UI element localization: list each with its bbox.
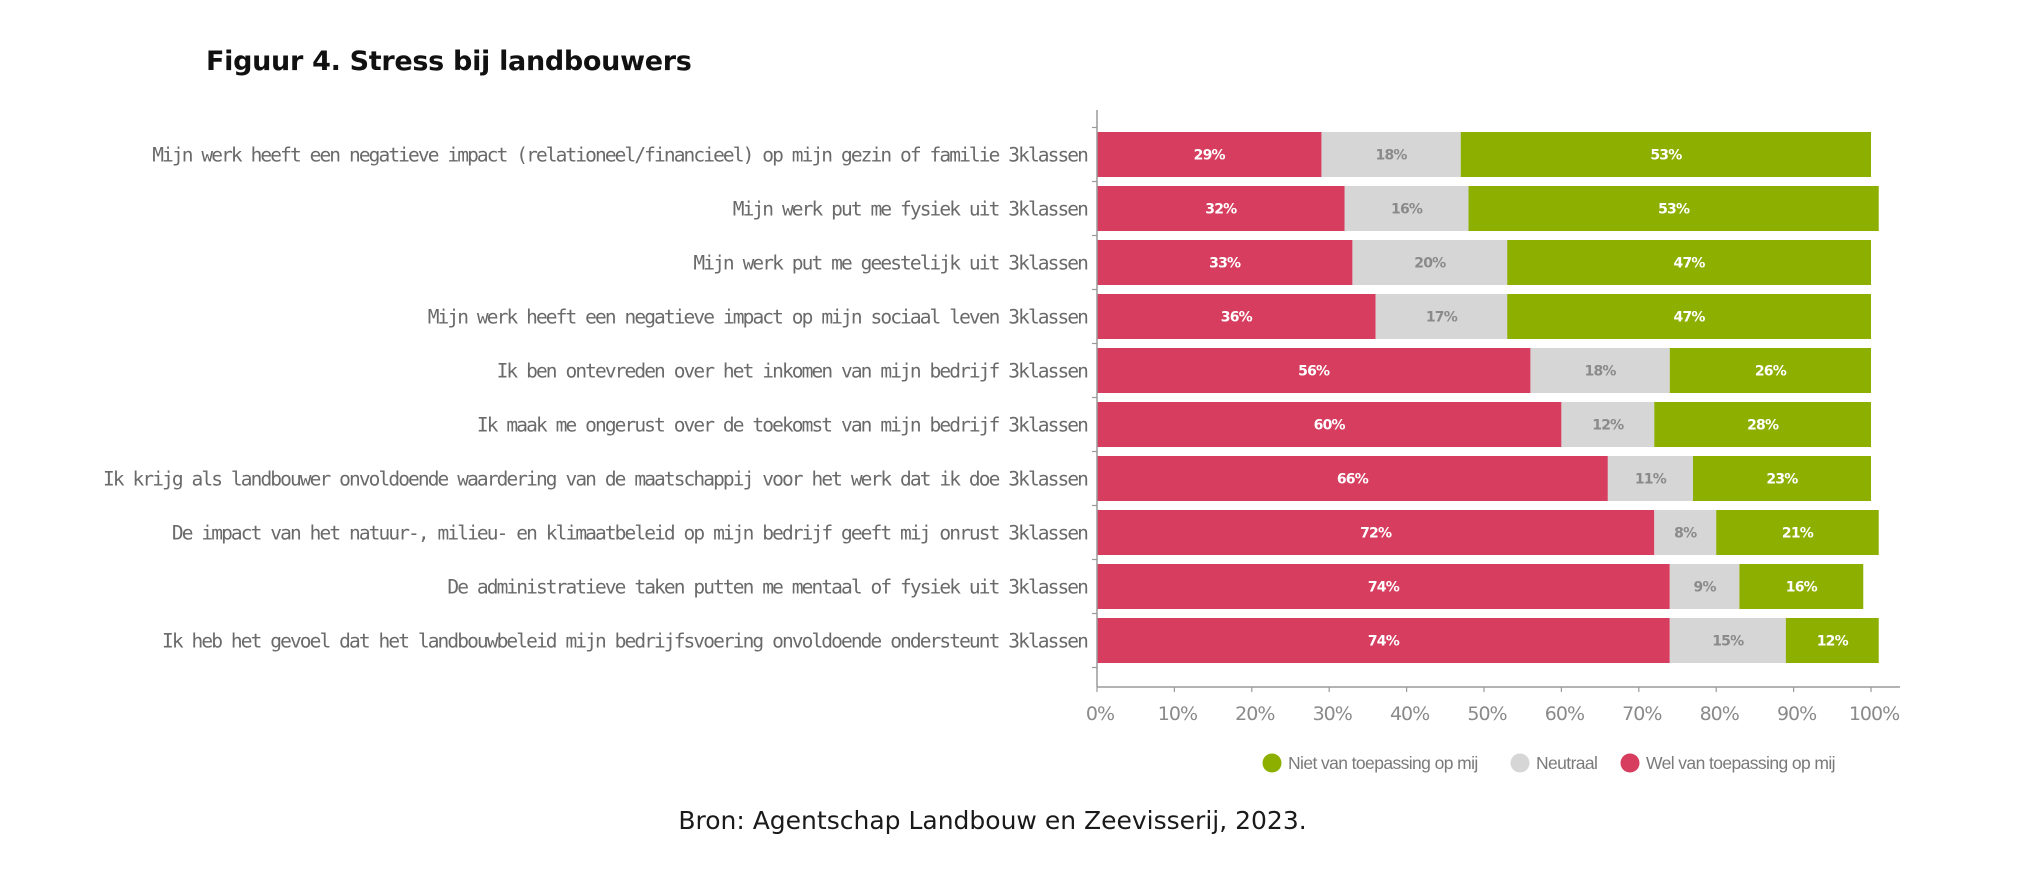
bar-segment-niet-van-toepassing-op-mij [1460, 132, 1871, 177]
category-label: Mijn werk put me fysiek uit 3klassen [733, 198, 1087, 221]
data-label: 56% [1298, 364, 1330, 380]
axes-layer: 0% 10% 20% 30% 40% 50% 60% 70% 80% 90% 100% [1086, 110, 1900, 725]
legend: Niet van toepassing op mij Neutraal Wel va… [1262, 753, 1836, 773]
data-label: 20% [1414, 256, 1446, 272]
bar-segment-niet-van-toepassing-op-mij [1739, 564, 1864, 609]
legend-swatch-icon [1262, 753, 1282, 773]
data-label: 16% [1391, 202, 1423, 218]
bars-layer: Mijn werk heeft een negatieve impact (re… [103, 132, 1879, 663]
bar-segment-neutraal [1607, 456, 1693, 501]
data-label: 53% [1658, 202, 1690, 218]
x-tick-label: 30% [1313, 703, 1352, 725]
data-label: 53% [1650, 148, 1682, 164]
bar-segment-niet-van-toepassing-op-mij [1785, 618, 1879, 663]
data-label: 29% [1194, 148, 1226, 164]
x-tick-label: 100% [1849, 703, 1899, 725]
legend-item: Wel van toepassing op mij [1620, 753, 1836, 773]
data-label: 47% [1674, 256, 1706, 272]
bar-segment-wel-van-toepassing-op-mij [1097, 510, 1655, 555]
bar-segment-wel-van-toepassing-op-mij [1097, 348, 1531, 393]
data-label: 16% [1786, 580, 1818, 596]
bar-segment-neutraal [1669, 618, 1786, 663]
data-label: 33% [1209, 256, 1241, 272]
data-label: 18% [1585, 364, 1617, 380]
bar-segment-neutraal [1530, 348, 1670, 393]
category-label: Ik heb het gevoel dat het landbouwbeleid… [162, 630, 1087, 653]
category-label: Ik ben ontevreden over het inkomen van m… [497, 360, 1088, 383]
bar-segment-wel-van-toepassing-op-mij [1097, 564, 1670, 609]
bar-segment-niet-van-toepassing-op-mij [1716, 510, 1879, 555]
bar-segment-neutraal [1561, 402, 1655, 447]
legend-label: Niet van toepassing op mij [1288, 753, 1478, 773]
data-label: 36% [1221, 310, 1253, 326]
bar-segment-neutraal [1654, 510, 1717, 555]
data-label: 28% [1747, 418, 1779, 434]
data-label: 74% [1368, 580, 1400, 596]
figure-title: Figuur 4. Stress bij landbouwers [206, 46, 692, 77]
bar-segment-neutraal [1352, 240, 1508, 285]
data-label: 15% [1712, 634, 1744, 650]
bar-segment-niet-van-toepassing-op-mij [1692, 456, 1871, 501]
category-label: De impact van het natuur-, milieu- en kl… [172, 522, 1087, 545]
category-label: De administratieve taken putten me menta… [447, 576, 1087, 599]
source-note: Bron: Agentschap Landbouw en Zeevisserij… [678, 806, 1307, 835]
data-label: 12% [1817, 634, 1849, 650]
x-tick-label: 70% [1622, 703, 1661, 725]
data-label: 32% [1205, 202, 1237, 218]
data-label: 26% [1755, 364, 1787, 380]
bar-segment-wel-van-toepassing-op-mij [1097, 402, 1562, 447]
bar-segment-wel-van-toepassing-op-mij [1097, 456, 1608, 501]
data-label: 11% [1635, 472, 1667, 488]
x-tick-label: 60% [1545, 703, 1584, 725]
bar-segment-wel-van-toepassing-op-mij [1097, 618, 1670, 663]
bar-segment-neutraal [1344, 186, 1469, 231]
legend-label: Wel van toepassing op mij [1646, 753, 1835, 773]
x-tick-label: 90% [1777, 703, 1816, 725]
data-label: 18% [1376, 148, 1408, 164]
legend-swatch-icon [1510, 753, 1530, 773]
data-label: 47% [1674, 310, 1706, 326]
legend-item: Niet van toepassing op mij [1262, 753, 1478, 773]
legend-swatch-icon [1620, 753, 1640, 773]
data-label: 9% [1694, 580, 1717, 596]
bar-segment-niet-van-toepassing-op-mij [1468, 186, 1879, 231]
data-label: 17% [1426, 310, 1458, 326]
data-label: 74% [1368, 634, 1400, 650]
data-label: 23% [1766, 472, 1798, 488]
category-label: Mijn werk heeft een negatieve impact (re… [152, 144, 1087, 167]
bar-segment-niet-van-toepassing-op-mij [1507, 294, 1871, 339]
data-label: 66% [1337, 472, 1369, 488]
legend-item: Neutraal [1510, 753, 1598, 773]
x-tick-label: 0% [1086, 703, 1114, 725]
data-label: 60% [1314, 418, 1346, 434]
x-tick-label: 50% [1467, 703, 1506, 725]
x-tick-label: 10% [1158, 703, 1197, 725]
bar-segment-niet-van-toepassing-op-mij [1507, 240, 1871, 285]
bar-segment-niet-van-toepassing-op-mij [1654, 402, 1871, 447]
bar-segment-wel-van-toepassing-op-mij [1097, 132, 1322, 177]
category-label: Ik maak me ongerust over de toekomst van… [477, 414, 1087, 437]
bar-segment-wel-van-toepassing-op-mij [1097, 294, 1376, 339]
category-label: Mijn werk heeft een negatieve impact op … [428, 306, 1087, 329]
data-label: 8% [1674, 526, 1697, 542]
data-label: 12% [1592, 418, 1624, 434]
category-label: Ik krijg als landbouwer onvoldoende waar… [103, 468, 1087, 491]
data-label: 21% [1782, 526, 1814, 542]
bar-segment-wel-van-toepassing-op-mij [1097, 186, 1345, 231]
x-tick-label: 20% [1235, 703, 1274, 725]
bar-segment-niet-van-toepassing-op-mij [1669, 348, 1871, 393]
bar-segment-neutraal [1321, 132, 1461, 177]
x-tick-label: 40% [1390, 703, 1429, 725]
bar-segment-neutraal [1375, 294, 1508, 339]
data-label: 72% [1360, 526, 1392, 542]
legend-label: Neutraal [1536, 753, 1597, 773]
bar-segment-neutraal [1669, 564, 1740, 609]
bar-segment-wel-van-toepassing-op-mij [1097, 240, 1353, 285]
x-tick-label: 80% [1700, 703, 1739, 725]
category-label: Mijn werk put me geestelijk uit 3klassen [693, 252, 1087, 275]
